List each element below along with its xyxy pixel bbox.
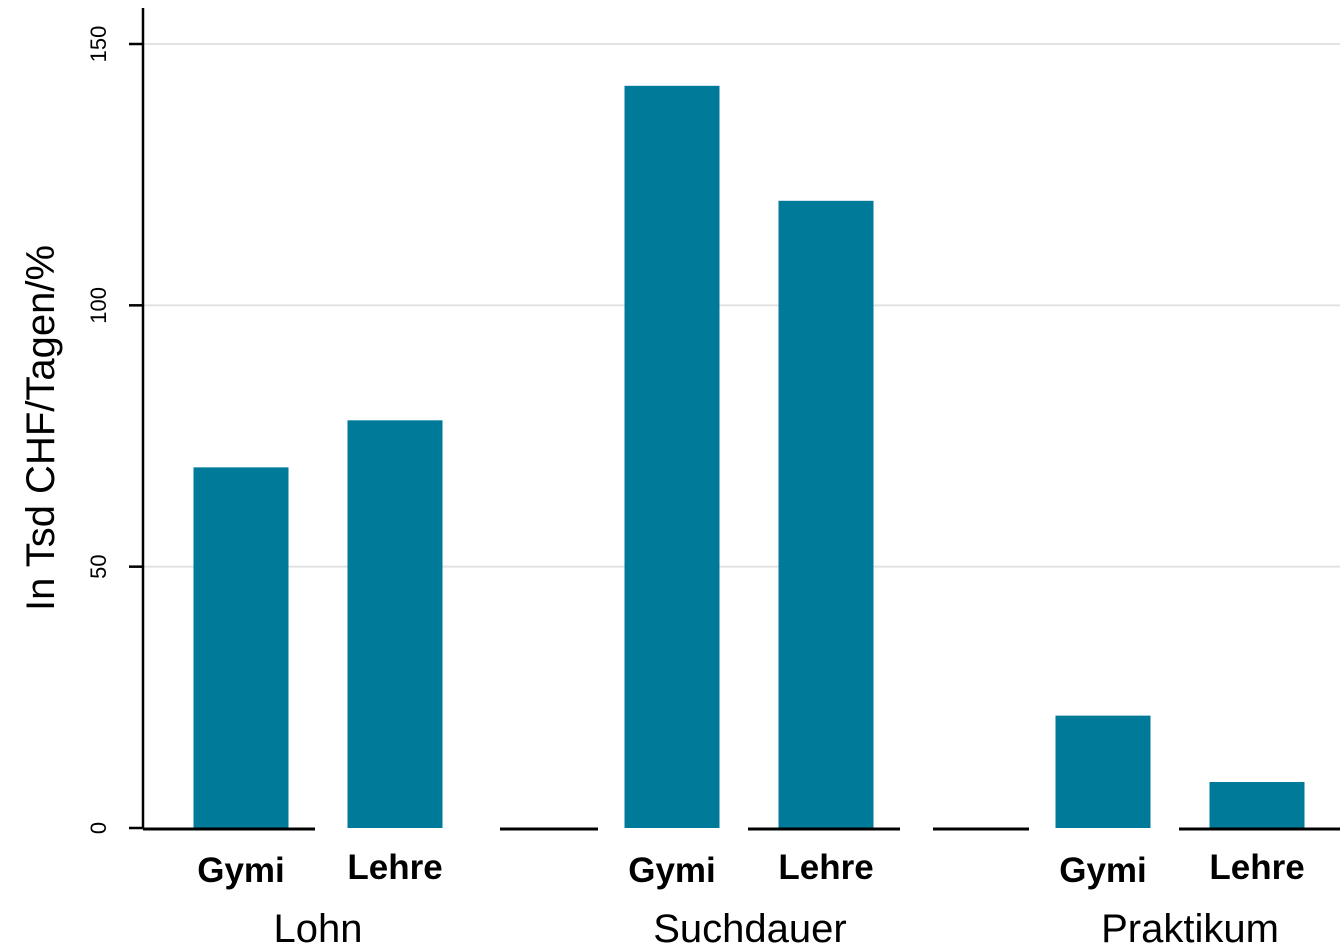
bar-label: Gymi (1059, 851, 1147, 890)
y-tick-label: 150 (86, 26, 111, 63)
group-label: Lohn (274, 907, 363, 950)
bar-praktikum-gymi (1055, 715, 1151, 828)
axes (129, 8, 1340, 831)
bar-label: Gymi (628, 851, 716, 890)
group-label: Suchdauer (653, 907, 846, 950)
y-tick-label: 100 (86, 287, 111, 324)
bar-lohn-gymi (193, 467, 289, 828)
bar-suchdauer-gymi (624, 85, 720, 828)
bar-label: Lehre (1209, 848, 1304, 887)
bar-label: Lehre (778, 848, 873, 887)
group-label: Praktikum (1101, 907, 1279, 950)
bar-label: Lehre (347, 848, 442, 887)
y-tick-label: 0 (86, 822, 111, 834)
bars (193, 85, 1305, 829)
y-axis-title: In Tsd CHF/Tagen/% (19, 245, 63, 611)
bar-praktikum-lehre (1209, 782, 1305, 828)
gridlines (143, 43, 1340, 568)
y-tick-label: 50 (86, 554, 111, 578)
bar-suchdauer-lehre (778, 200, 874, 829)
bar-lohn-lehre (347, 420, 443, 828)
bar-label: Gymi (197, 851, 285, 890)
labels: 0 50 100 150 Gymi Lehre Lohn Gymi Lehre Suchdauer… (86, 26, 1305, 950)
